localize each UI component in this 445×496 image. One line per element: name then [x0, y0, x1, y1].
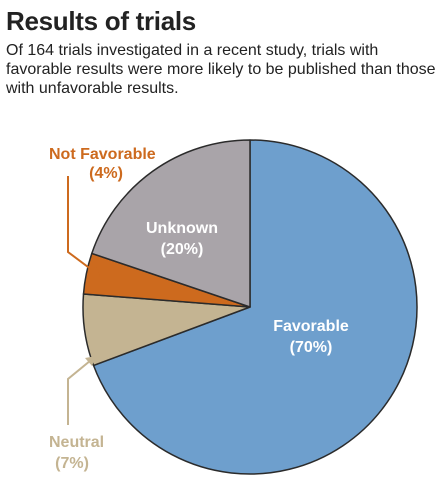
- leader-arrow-neutral: [85, 356, 96, 366]
- slice-label-neutral: Neutral: [49, 434, 104, 451]
- leader-arrow-not-favorable: [89, 266, 100, 276]
- slice-label-not-favorable: Not Favorable: [49, 146, 156, 163]
- slice-label-favorable: Favorable: [273, 318, 349, 335]
- slice-value-not-favorable: (4%): [89, 165, 123, 182]
- pie-slices: [82, 139, 418, 475]
- chart-subtitle: Of 164 trials investigated in a recent s…: [6, 42, 436, 97]
- slice-label-unknown: Unknown: [146, 220, 218, 237]
- slice-value-favorable: (70%): [290, 339, 333, 356]
- leader-line-not-favorable: [67, 176, 101, 277]
- pie-slice-unknown: [91, 139, 251, 308]
- chart-title: Results of trials: [6, 6, 196, 36]
- slice-value-unknown: (20%): [161, 241, 204, 258]
- leader-line-neutral: [67, 355, 97, 425]
- pie-slice-favorable: [92, 139, 418, 475]
- slice-value-neutral: (7%): [55, 455, 89, 472]
